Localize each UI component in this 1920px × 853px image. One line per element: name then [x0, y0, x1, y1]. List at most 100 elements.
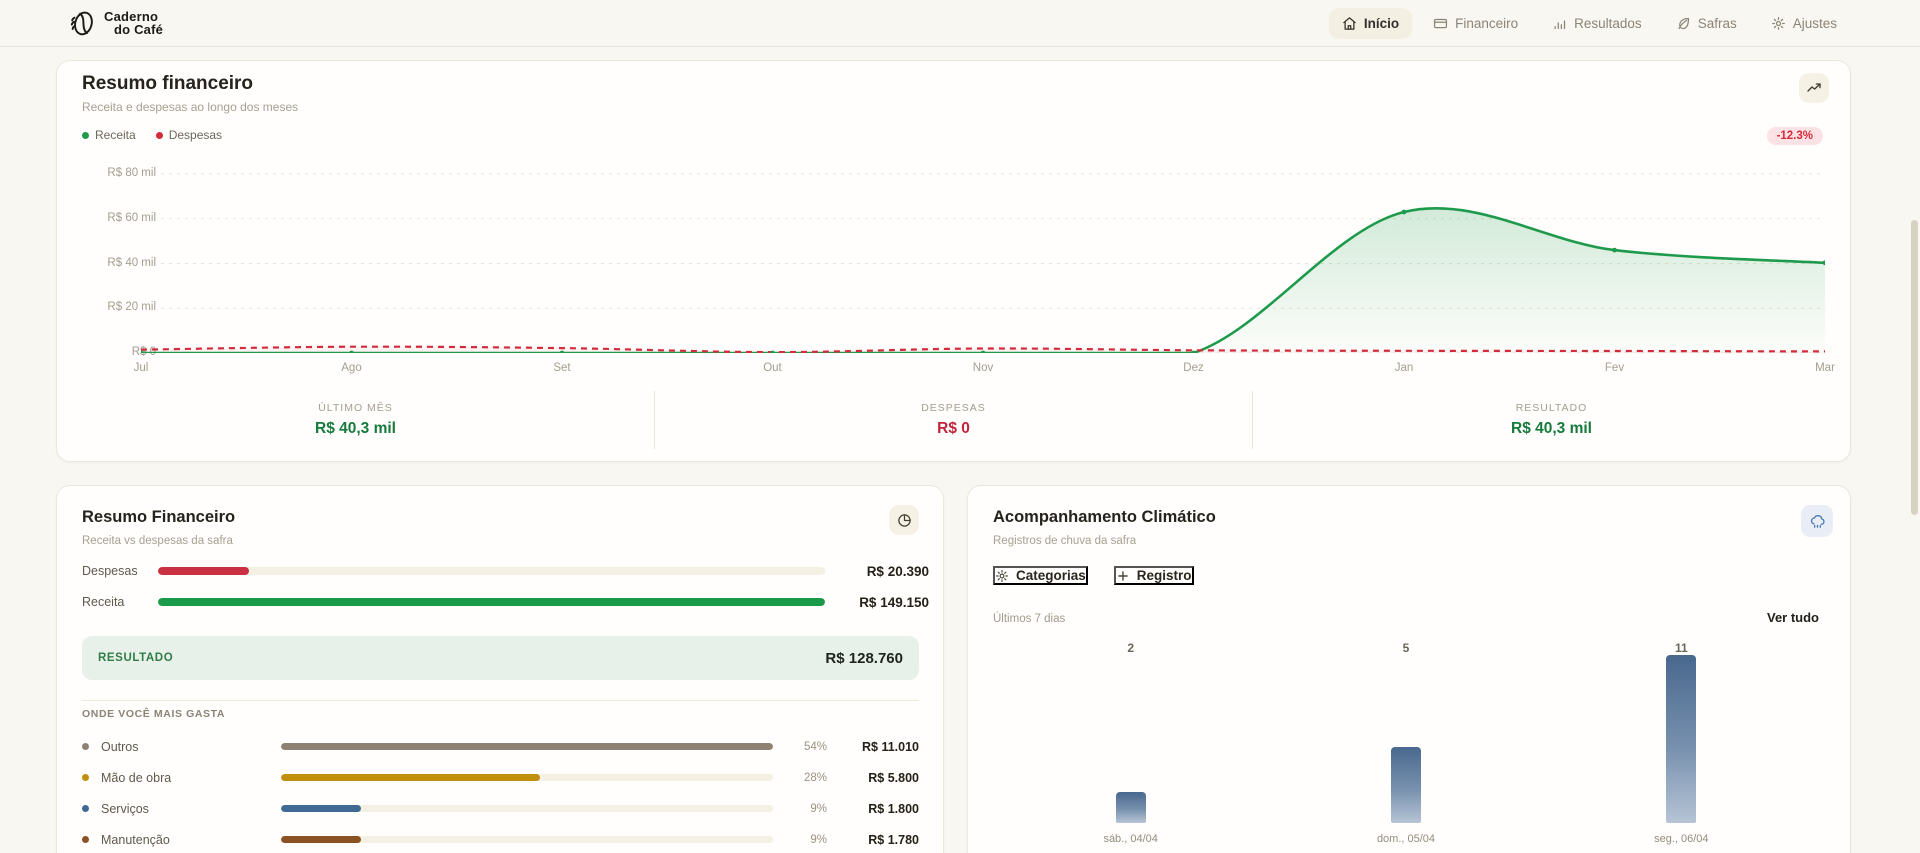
period-label: Últimos 7 dias [993, 613, 1066, 625]
climate-card: Acompanhamento Climático Registros de ch… [967, 485, 1851, 853]
spending-row: Outros 54% R$ 11.010 [82, 731, 919, 762]
category-percent: 9% [810, 802, 827, 815]
categorias-button[interactable]: Categorias [993, 566, 1088, 585]
category-track [281, 774, 773, 781]
home-icon [1342, 16, 1357, 31]
x-tick-label: Fev [1604, 362, 1625, 374]
rain-day-column: 2 sáb., 04/04 [993, 641, 1268, 847]
category-track [281, 836, 773, 843]
x-tick-label: Set [553, 362, 571, 374]
registro-button[interactable]: Registro [1113, 566, 1194, 585]
stat-label: DESPESAS [921, 402, 986, 414]
result-banner: RESULTADO R$ 128.760 [82, 636, 919, 680]
rain-day-label: seg., 06/04 [1654, 833, 1709, 845]
harvest-finance-subtitle: Receita vs despesas da safra [82, 535, 233, 547]
category-fill [281, 743, 773, 750]
nav-item-ajustes[interactable]: Ajustes [1758, 8, 1850, 39]
line-chart-plot [141, 161, 1825, 353]
nav-item-label: Início [1363, 15, 1400, 31]
category-track [281, 805, 773, 812]
climate-subtitle: Registros de chuva da safra [993, 535, 1137, 547]
rain-day-column: 5 dom., 05/04 [1268, 641, 1543, 847]
plus-icon [1116, 569, 1130, 583]
chart-legend: Receita Despesas [82, 128, 222, 142]
legend-item: Receita [82, 128, 136, 142]
category-label: Serviços [101, 801, 149, 816]
coffee-bean-icon [70, 9, 95, 38]
rain-day-label: sáb., 04/04 [1103, 833, 1158, 845]
action-label: Registro [1136, 568, 1192, 583]
rain-value: 5 [1402, 641, 1410, 655]
x-tick-label: Ago [341, 362, 362, 374]
brand-name: Caderno do Café [104, 10, 163, 37]
nav-item-label: Resultados [1574, 15, 1642, 31]
x-tick-label: Jan [1394, 362, 1414, 374]
x-tick-label: Dez [1183, 362, 1204, 374]
stat--ltimo-m-s: ÚLTIMO MÊS R$ 40,3 mil [57, 391, 654, 449]
bar-label: Receita [82, 595, 125, 609]
spending-header: ONDE VOCÊ MAIS GASTA [82, 708, 226, 720]
revenue-expense-bars: Despesas R$ 20.390 Receita R$ 149.150 [82, 562, 929, 611]
result-value: R$ 128.760 [825, 649, 903, 667]
nav-item-resultados[interactable]: Resultados [1539, 8, 1655, 39]
nav-item-safras[interactable]: Safras [1663, 8, 1750, 39]
category-percent: 9% [810, 833, 827, 846]
gear-icon [1771, 16, 1786, 31]
credit-card-icon [1433, 16, 1448, 31]
rain-bar [1390, 746, 1421, 823]
brand-logo[interactable]: Caderno do Café [70, 9, 163, 38]
finance-bar-row: Despesas R$ 20.390 [82, 562, 929, 580]
bar-track [158, 567, 825, 575]
trend-button[interactable] [1799, 73, 1829, 103]
brand-line2: do Café [114, 22, 164, 37]
x-axis-labels: Jul Ago Set Out Nov Dez Jan Fev Mar [134, 362, 1835, 378]
finance-bar-row: Receita R$ 149.150 [82, 593, 929, 611]
bar-fill [158, 567, 250, 575]
spending-row: Manutenção 9% R$ 1.780 [82, 824, 919, 853]
climate-title: Acompanhamento Climático [993, 508, 1216, 526]
nav-item-inicio[interactable]: Início [1328, 7, 1413, 39]
category-percent: 54% [803, 740, 827, 753]
finance-stats-row: ÚLTIMO MÊS R$ 40,3 mil DESPESAS R$ 0 RESULTA… [57, 391, 1850, 449]
stat-label: RESULTADO [1515, 402, 1588, 414]
category-dot [82, 805, 89, 812]
nav-items: Início Financeiro Resultados Safras Ajustes [1328, 7, 1850, 39]
category-fill [281, 805, 362, 812]
category-fill [281, 836, 361, 843]
climate-actions: Categorias Registro [993, 566, 1194, 585]
category-value: R$ 1.780 [868, 832, 919, 847]
cloud-rain-icon [1809, 513, 1826, 530]
stat-despesas: DESPESAS R$ 0 [654, 391, 1252, 449]
spending-list: Outros 54% R$ 11.010 Mão de obra 28% R$ 5.800… [82, 731, 919, 853]
finance-line-chart [141, 173, 1825, 353]
rain-day-label: dom., 05/04 [1376, 833, 1436, 845]
trend-up-icon [1806, 80, 1822, 96]
pie-chart-button[interactable] [889, 505, 919, 535]
x-tick-label: Mar [1815, 362, 1835, 374]
bar-value: R$ 20.390 [866, 563, 929, 579]
result-label: RESULTADO [98, 652, 174, 664]
x-tick-label: Jul [133, 362, 149, 374]
spending-row: Serviços 9% R$ 1.800 [82, 793, 919, 824]
page-scrollbar[interactable] [1911, 220, 1918, 515]
nav-item-label: Financeiro [1455, 15, 1519, 31]
nav-item-financeiro[interactable]: Financeiro [1420, 8, 1531, 39]
topbar: Caderno do Café Início Financeiro Resultad… [0, 0, 1920, 47]
y-tick-label: R$ 20 mil [107, 301, 156, 314]
finance-overview-subtitle: Receita e despesas ao longo dos meses [82, 100, 299, 114]
bar-fill [158, 598, 825, 606]
category-track [281, 743, 773, 750]
cloud-rain-button[interactable] [1801, 505, 1833, 537]
legend-item: Despesas [155, 128, 222, 142]
nav-item-label: Safras [1697, 15, 1737, 31]
category-label: Outros [101, 739, 139, 754]
view-all-link[interactable]: Ver tudo [1766, 610, 1819, 625]
y-tick-label: R$ 60 mil [107, 211, 156, 224]
bar-value: R$ 149.150 [859, 594, 929, 610]
bar-chart-icon [1552, 16, 1567, 31]
climate-range-row: Últimos 7 dias Ver tudo [993, 610, 1819, 625]
bar-label: Despesas [82, 564, 138, 578]
gear-icon [995, 569, 1009, 583]
category-dot [82, 774, 89, 781]
change-badge: -12.3% [1766, 127, 1823, 145]
